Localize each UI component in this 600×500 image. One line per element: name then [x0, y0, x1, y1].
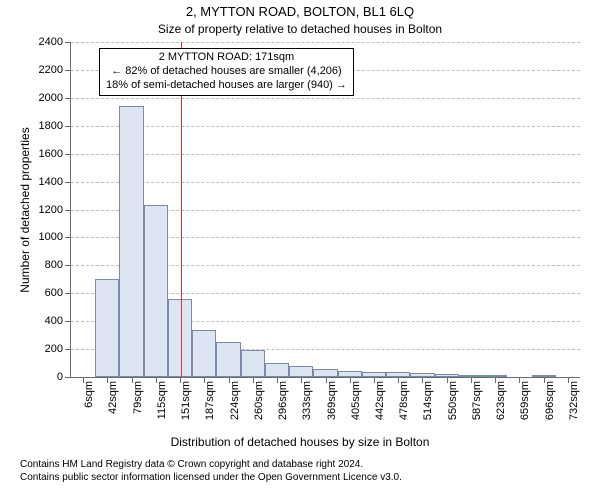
chart-title-main: 2, MYTTON ROAD, BOLTON, BL1 6LQ [0, 4, 600, 19]
y-tick [65, 321, 71, 322]
y-tick [65, 237, 71, 238]
y-tick-label: 200 [45, 343, 63, 355]
histogram-bar [192, 330, 216, 377]
annotation-line: 2 MYTTON ROAD: 171sqm [106, 51, 347, 65]
histogram-bar [119, 106, 143, 377]
histogram-bar [289, 366, 313, 377]
x-tick-label: 260sqm [253, 381, 265, 420]
histogram-bar [168, 299, 192, 377]
y-tick-label: 800 [45, 259, 63, 271]
x-tick-label: 369sqm [326, 381, 338, 420]
gridline-h [71, 98, 580, 99]
x-tick-label: 333sqm [301, 381, 313, 420]
y-tick [65, 126, 71, 127]
x-tick-label: 42sqm [107, 381, 119, 414]
histogram-bar [216, 342, 240, 377]
y-tick [65, 293, 71, 294]
x-tick-label: 79sqm [132, 381, 144, 414]
gridline-h [71, 42, 580, 43]
x-tick-label: 296sqm [277, 381, 289, 420]
x-tick-label: 550sqm [447, 381, 459, 420]
footer-attribution: Contains HM Land Registry data © Crown c… [20, 459, 402, 484]
y-tick-label: 1800 [39, 120, 63, 132]
y-axis-label: Number of detached properties [18, 127, 32, 292]
histogram-bar [313, 369, 337, 377]
histogram-bar [265, 363, 289, 377]
annotation-line: 18% of semi-detached houses are larger (… [106, 79, 347, 93]
y-tick [65, 154, 71, 155]
y-tick [65, 377, 71, 378]
x-tick-label: 478sqm [398, 381, 410, 420]
x-tick-label: 6sqm [83, 381, 95, 408]
footer-line-1: Contains HM Land Registry data © Crown c… [20, 459, 402, 472]
y-tick-label: 1600 [39, 148, 63, 160]
histogram-bar [144, 205, 168, 377]
x-tick-label: 224sqm [229, 381, 241, 420]
gridline-h [71, 154, 580, 155]
y-tick [65, 70, 71, 71]
y-tick-label: 2200 [39, 64, 63, 76]
footer-line-2: Contains public sector information licen… [20, 472, 402, 485]
x-tick-label: 623sqm [495, 381, 507, 420]
x-tick-label: 659sqm [519, 381, 531, 420]
y-tick-label: 1000 [39, 231, 63, 243]
y-tick [65, 182, 71, 183]
y-tick-label: 1400 [39, 176, 63, 188]
x-tick-label: 514sqm [422, 381, 434, 420]
x-axis-label: Distribution of detached houses by size … [0, 435, 600, 449]
histogram-bar [241, 350, 265, 377]
annotation-box: 2 MYTTON ROAD: 171sqm← 82% of detached h… [99, 48, 354, 96]
plot-area: 0200400600800100012001400160018002000220… [70, 42, 580, 378]
y-tick-label: 600 [45, 287, 63, 299]
x-tick-label: 151sqm [180, 381, 192, 420]
x-tick-label: 732sqm [568, 381, 580, 420]
y-tick [65, 265, 71, 266]
y-tick [65, 349, 71, 350]
x-tick-label: 442sqm [374, 381, 386, 420]
y-tick-label: 2400 [39, 36, 63, 48]
x-tick-label: 187sqm [204, 381, 216, 420]
y-tick [65, 42, 71, 43]
y-tick-label: 0 [57, 371, 63, 383]
y-tick-label: 400 [45, 315, 63, 327]
x-tick-label: 405sqm [350, 381, 362, 420]
x-tick-label: 587sqm [471, 381, 483, 420]
gridline-h [71, 182, 580, 183]
chart-title-sub: Size of property relative to detached ho… [0, 22, 600, 36]
chart-root: 2, MYTTON ROAD, BOLTON, BL1 6LQ Size of … [0, 0, 600, 500]
y-tick [65, 98, 71, 99]
y-tick [65, 210, 71, 211]
gridline-h [71, 126, 580, 127]
x-tick-label: 115sqm [156, 381, 168, 419]
y-tick-label: 2000 [39, 92, 63, 104]
annotation-line: ← 82% of detached houses are smaller (4,… [106, 65, 347, 79]
x-tick-label: 696sqm [544, 381, 556, 420]
y-tick-label: 1200 [39, 204, 63, 216]
histogram-bar [95, 279, 119, 377]
